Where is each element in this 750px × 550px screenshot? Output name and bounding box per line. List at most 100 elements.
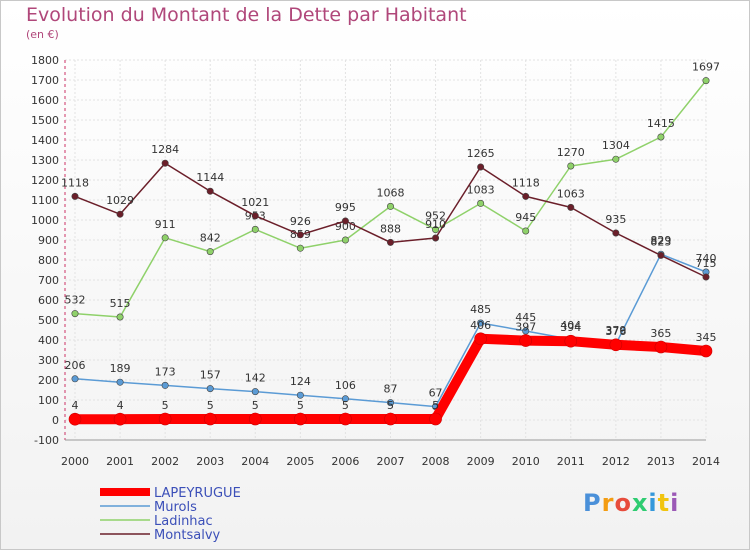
data-label: 142 [245,372,266,385]
data-point [654,340,668,354]
logo-letter: o [614,489,632,517]
data-point [71,310,79,318]
data-point [296,391,304,399]
data-label: 157 [200,369,221,382]
data-label: 842 [200,232,221,245]
data-label: 1144 [196,171,224,184]
logo-letter: t [657,489,671,517]
data-label: 5 [162,399,169,412]
x-tick-label: 2010 [512,455,540,468]
data-label: 394 [560,321,581,334]
data-point [68,412,82,426]
y-tick-label: 400 [38,334,59,347]
x-tick-label: 2012 [602,455,630,468]
data-label: 888 [380,222,401,235]
data-point [161,381,169,389]
data-label: 1021 [241,196,269,209]
data-point [702,77,710,85]
y-tick-label: 600 [38,294,59,307]
data-point [522,227,530,235]
data-point [341,395,349,403]
data-point [341,236,349,244]
data-point [203,412,217,426]
y-tick-label: 1600 [31,94,59,107]
data-label: 5 [252,399,259,412]
x-tick-label: 2011 [557,455,585,468]
logo-letter: i [670,489,680,517]
y-tick-label: 1000 [31,214,59,227]
y-tick-label: 900 [38,234,59,247]
y-tick-label: 1400 [31,134,59,147]
data-point [477,199,485,207]
x-tick-label: 2008 [422,455,450,468]
data-point [251,212,259,220]
data-point [612,229,620,237]
data-point [71,192,79,200]
data-point [522,327,530,335]
chart-subtitle: (en €) [26,28,59,41]
data-point [522,192,530,200]
data-label: 1270 [557,146,585,159]
data-point [206,248,214,256]
data-point [612,155,620,163]
x-tick-label: 2003 [196,455,224,468]
x-tick-label: 2001 [106,455,134,468]
data-point [113,412,127,426]
data-label: 1304 [602,139,630,152]
data-label: 5 [207,399,214,412]
data-point [702,273,710,281]
logo-letter: P [583,489,602,517]
x-tick-label: 2014 [692,455,720,468]
logo-letter: i [648,489,658,517]
data-point [294,412,307,426]
y-tick-label: 300 [38,354,59,367]
data-point [339,412,352,426]
legend-label: LAPEYRUGUE [154,486,241,501]
data-point [161,234,169,242]
data-point [609,338,623,352]
data-label: 124 [290,375,311,388]
data-label: 1284 [151,143,179,156]
data-point [429,412,442,426]
data-label: 1068 [377,186,405,199]
data-label: 485 [470,303,491,316]
data-label: 87 [384,383,398,396]
x-tick-label: 2005 [286,455,314,468]
data-label: 935 [605,213,626,226]
data-point [477,163,485,171]
data-label: 910 [425,218,446,231]
data-point [116,378,124,386]
data-label: 345 [696,331,717,344]
data-label: 67 [429,387,443,400]
data-label: 5 [387,399,394,412]
legend-label: Ladinhac [154,514,213,529]
data-point [251,225,259,233]
x-tick-label: 2009 [467,455,495,468]
y-tick-label: 800 [38,254,59,267]
data-point [296,231,304,239]
data-label: 911 [155,218,176,231]
data-label: 740 [696,252,717,265]
data-point [657,251,665,259]
data-point [116,313,124,321]
data-point [699,344,713,358]
data-point [386,202,394,210]
data-point [657,133,665,141]
y-tick-label: 1200 [31,174,59,187]
data-label: 4 [72,399,79,412]
data-label: 173 [155,365,176,378]
data-point [474,332,487,346]
data-label: 5 [342,399,349,412]
y-tick-label: 200 [38,374,59,387]
x-tick-label: 2002 [151,455,179,468]
data-label: 1029 [106,194,134,207]
data-point [251,388,259,396]
data-point [71,375,79,383]
data-label: 952 [425,210,446,223]
data-point [161,159,169,167]
x-tick-label: 2004 [241,455,269,468]
logo-letter: r [601,489,615,517]
logo-letter: x [631,489,649,517]
data-label: 5 [297,399,304,412]
y-tick-label: 1800 [31,54,59,67]
